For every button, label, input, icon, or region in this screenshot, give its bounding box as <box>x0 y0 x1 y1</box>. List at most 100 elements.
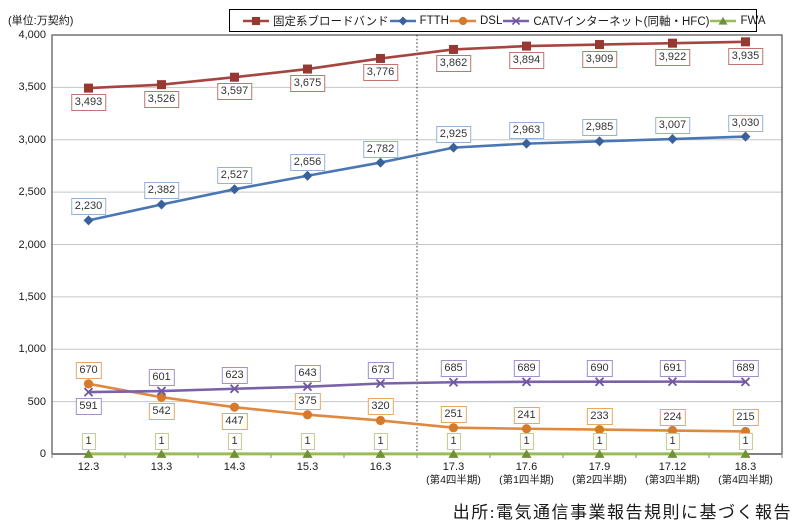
x-tick-sublabel: (第1四半期) <box>499 474 554 486</box>
y-tick-label: 1,500 <box>18 290 46 303</box>
marker-square <box>668 38 677 48</box>
triangle-legend-marker-icon <box>709 15 737 27</box>
data-label: 601 <box>148 369 175 387</box>
data-label: 3,007 <box>654 117 691 135</box>
x-legend-marker-icon <box>502 15 530 27</box>
marker-square <box>376 53 385 63</box>
marker-triangle <box>302 449 313 458</box>
marker-diamond <box>448 142 459 153</box>
data-label: 2,925 <box>435 125 472 143</box>
data-label: 689 <box>513 359 540 377</box>
x-tick-sublabel: (第4四半期) <box>426 474 481 486</box>
data-label: 2,527 <box>216 167 253 185</box>
y-tick-label: 3,500 <box>18 81 46 94</box>
data-label: 542 <box>148 403 175 421</box>
marker-square <box>595 40 604 50</box>
x-tick-label: 17.9 (第2四半期) <box>572 461 627 486</box>
marker-triangle <box>594 449 605 458</box>
marker-triangle <box>740 449 751 458</box>
data-label: 623 <box>221 366 248 384</box>
marker-circle <box>302 410 313 420</box>
x-tick-label: 13.3 <box>150 461 173 473</box>
data-label: 673 <box>367 361 394 379</box>
data-label: 320 <box>367 398 394 416</box>
marker-triangle <box>83 449 94 458</box>
legend-item-2: DSL <box>449 15 502 27</box>
data-label: 3,493 <box>70 94 107 112</box>
data-label: 3,894 <box>508 52 545 70</box>
y-tick-label: 4,000 <box>18 29 46 41</box>
data-label: 1 <box>300 432 315 450</box>
x-tick-sublabel: (第2四半期) <box>572 474 627 486</box>
marker-square <box>230 72 239 82</box>
data-label: 1 <box>446 432 461 450</box>
marker-circle <box>594 424 605 435</box>
y-tick-label: 500 <box>27 395 46 408</box>
series-line-3 <box>88 380 746 394</box>
legend-label: FTTH <box>419 14 449 27</box>
legend-item-1: FTTH <box>389 15 449 27</box>
data-label: 3,030 <box>727 114 764 132</box>
data-label: 2,656 <box>289 153 326 171</box>
data-label: 375 <box>294 392 321 410</box>
marker-diamond <box>667 134 678 145</box>
marker-triangle <box>667 449 678 458</box>
x-tick-label: 14.3 <box>223 461 246 473</box>
marker-diamond <box>302 170 313 181</box>
marker-diamond <box>375 157 386 168</box>
marker-x <box>375 378 386 389</box>
data-label: 690 <box>586 359 613 377</box>
data-label: 2,382 <box>143 182 180 200</box>
marker-x <box>83 387 94 397</box>
legend-item-4: FWA <box>709 15 766 27</box>
data-label: 670 <box>75 361 102 379</box>
data-label: 233 <box>586 407 613 425</box>
marker-square <box>251 16 261 25</box>
x-tick-label: 17.6 (第1四半期) <box>499 461 554 486</box>
series-line-1 <box>88 135 746 222</box>
marker-circle <box>375 415 386 426</box>
y-tick-label: 2,500 <box>18 186 46 199</box>
square-legend-marker-icon <box>242 15 270 27</box>
data-label: 1 <box>519 432 534 450</box>
marker-diamond <box>594 136 605 147</box>
diamond-legend-marker-icon <box>389 15 417 27</box>
marker-triangle <box>521 449 532 458</box>
y-tick-label: 1,000 <box>18 343 46 356</box>
marker-x <box>667 376 678 387</box>
data-label: 241 <box>513 406 540 424</box>
marker-circle <box>229 402 240 412</box>
data-label: 251 <box>440 405 467 423</box>
x-tick-label: 12.3 <box>77 461 100 473</box>
series-line-2 <box>88 382 746 433</box>
marker-square <box>522 41 531 51</box>
marker-x <box>740 377 751 387</box>
x-tick-label: 15.3 <box>296 461 319 473</box>
data-label: 1 <box>81 432 96 450</box>
marker-square <box>449 44 458 54</box>
data-label: 3,597 <box>216 83 253 101</box>
data-label: 447 <box>221 413 248 431</box>
chart-legend: 固定系ブロードバンド FTTH DSL CATVインターネット(同軸・HFC) FWA <box>229 9 766 32</box>
marker-triangle <box>448 449 459 458</box>
x-tick-label: 18.3 (第4四半期) <box>718 461 773 486</box>
y-tick-label: 2,000 <box>18 238 46 251</box>
data-label: 2,230 <box>70 198 107 216</box>
marker-square <box>84 83 93 93</box>
marker-x <box>594 377 605 387</box>
marker-diamond <box>229 184 240 195</box>
x-tick-sublabel: (第4四半期) <box>718 474 773 486</box>
marker-triangle <box>718 16 728 25</box>
marker-triangle <box>375 449 386 458</box>
data-label: 1 <box>154 432 169 450</box>
marker-circle <box>83 379 94 389</box>
y-tick-label: 0 <box>39 448 46 460</box>
x-tick-label: 16.3 <box>369 461 392 473</box>
data-label: 1 <box>665 432 680 450</box>
legend-label: DSL <box>479 14 503 27</box>
source-note: 出所:電気通信事業報告規則に基づく報告 <box>452 503 792 522</box>
data-label: 1 <box>592 432 607 450</box>
marker-circle <box>521 424 532 434</box>
data-label: 3,776 <box>362 64 399 82</box>
